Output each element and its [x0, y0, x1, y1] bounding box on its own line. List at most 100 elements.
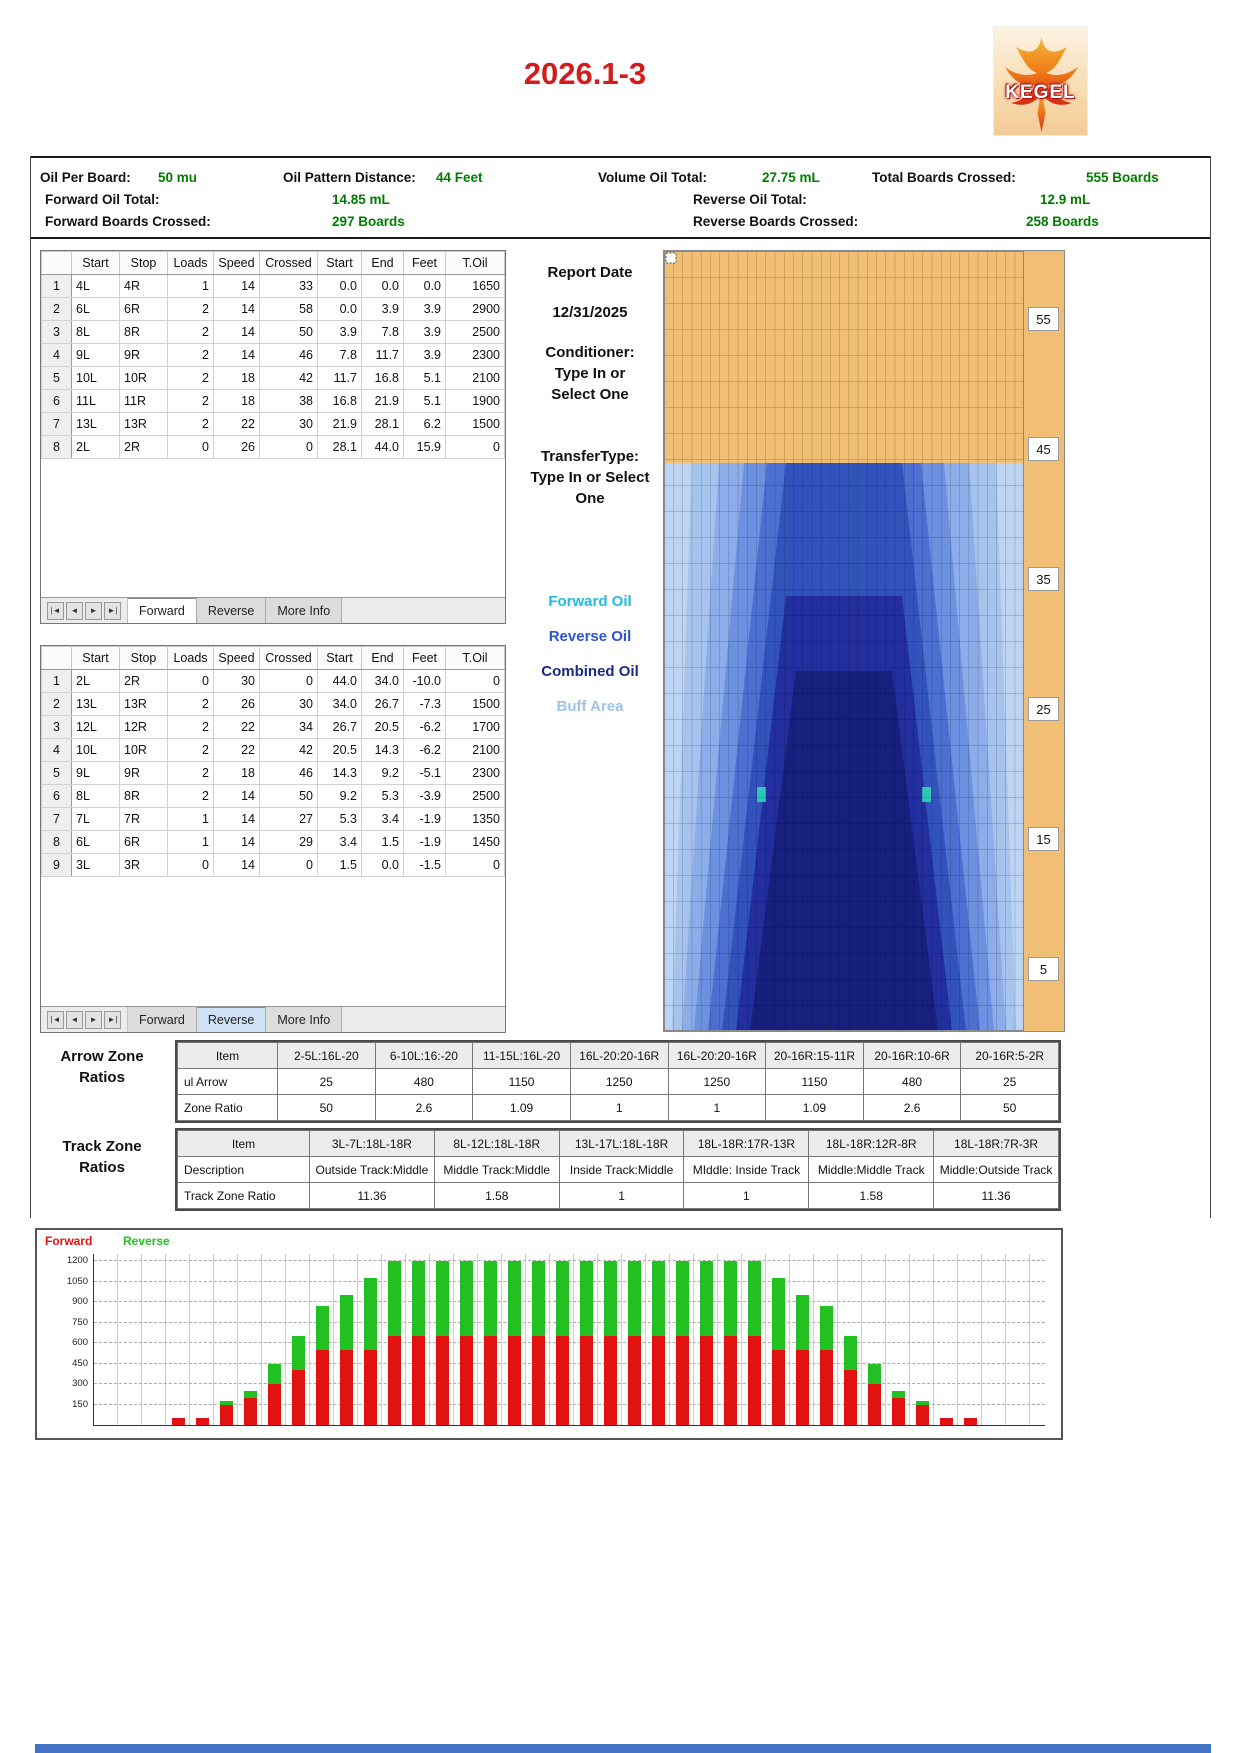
- forward-boards-crossed-label: Forward Boards Crossed:: [45, 214, 211, 229]
- cell: 8R: [119, 784, 168, 808]
- summary-rule: [30, 237, 1211, 239]
- y-axis-label: 750: [72, 1316, 88, 1328]
- cell: 1650: [445, 274, 505, 298]
- column-header: Crossed: [259, 251, 318, 275]
- cell: 2.6: [862, 1094, 962, 1121]
- tab-forward[interactable]: Forward: [128, 1007, 197, 1032]
- reverse-grid: Start Stop Loads Speed Crossed Start End Feet T.…: [41, 646, 505, 1006]
- lane-pattern-panel: 55 45 35 25 15 5: [663, 250, 1065, 1032]
- track-zone-table: Item 3L-7L:18L-18R 8L-12L:18L-18R 13L-17L:1…: [175, 1128, 1061, 1211]
- conditioner-label: Conditioner:: [545, 344, 635, 361]
- lane-pattern-graphic: [664, 251, 1024, 1031]
- forward-segment: [483, 1336, 497, 1425]
- forward-segment: [843, 1370, 857, 1425]
- nav-first-button[interactable]: |◄: [47, 1010, 64, 1029]
- left-border-line: [30, 156, 31, 1218]
- forward-segment: [171, 1418, 185, 1425]
- cell: 7.8: [317, 343, 362, 367]
- cell: 13L: [71, 692, 120, 716]
- legend-combined-oil: Combined Oil: [541, 663, 639, 680]
- column-header: 20-16R:5-2R: [960, 1042, 1059, 1069]
- header-row: Start Stop Loads Speed Crossed Start End Feet T.…: [41, 646, 505, 670]
- cell: 3.9: [361, 297, 404, 321]
- legend-reverse-oil: Reverse Oil: [548, 628, 632, 645]
- nav-prev-button[interactable]: ◄: [66, 1010, 83, 1029]
- cell: 18: [213, 389, 260, 413]
- tab-reverse[interactable]: Reverse: [196, 1007, 267, 1032]
- cell: 50: [277, 1094, 376, 1121]
- reverse-oil-table: Start Stop Loads Speed Crossed Start End Feet T.…: [40, 645, 506, 1033]
- arrow-zone-table: Item 2-5L:16L-20 6-10L:16:-20 11-15L:16L-20…: [175, 1040, 1061, 1123]
- stacked-bar: [939, 1418, 953, 1425]
- tab-more-info[interactable]: More Info: [266, 1007, 343, 1032]
- forward-oil-total-label: Forward Oil Total:: [45, 192, 160, 207]
- cell: 14.3: [361, 738, 404, 762]
- stacked-bar: [699, 1261, 713, 1425]
- cell: 1: [683, 1182, 810, 1209]
- bar-series: [94, 1254, 1030, 1425]
- table-row: Zone Ratio 50 2.6 1.09 1 1 1.09 2.6 50: [177, 1094, 1059, 1121]
- nav-last-button[interactable]: ►|: [104, 1010, 121, 1029]
- distance-marker: 15: [1028, 827, 1059, 851]
- reverse-segment: [315, 1305, 329, 1350]
- table-row: 1 2L 2R 0 30 0 44.0 34.0 -10.0 0: [41, 669, 505, 693]
- record-nav: |◄ ◄ ► ►|: [41, 598, 128, 623]
- gridline: [94, 1280, 1045, 1282]
- tab-more-info[interactable]: More Info: [266, 598, 343, 623]
- cell: 14: [213, 297, 260, 321]
- board-slot: [118, 1254, 142, 1425]
- board-slot: [94, 1254, 118, 1425]
- cell: 1500: [445, 692, 505, 716]
- column-header: 20-16R:10-6R: [862, 1042, 962, 1069]
- reverse-segment: [651, 1261, 665, 1337]
- cell: 42: [259, 366, 318, 390]
- reverse-segment: [555, 1261, 569, 1337]
- cell: 1.58: [433, 1182, 560, 1209]
- stacked-bar: [267, 1363, 281, 1425]
- cell: 0: [167, 435, 214, 459]
- tab-forward[interactable]: Forward: [128, 598, 197, 623]
- tab-reverse[interactable]: Reverse: [196, 598, 267, 623]
- nav-next-button[interactable]: ►: [85, 1010, 102, 1029]
- table-row: 4 10L 10R 2 22 42 20.5 14.3 -6.2 2100: [41, 738, 505, 762]
- table-row: 9 3L 3R 0 14 0 1.5 0.0 -1.5 0: [41, 853, 505, 877]
- column-header: T.Oil: [445, 251, 505, 275]
- cell: 4: [41, 738, 72, 762]
- cell: 7R: [119, 807, 168, 831]
- table-row: 3 8L 8R 2 14 50 3.9 7.8 3.9 2500: [41, 320, 505, 344]
- conditioner-select[interactable]: Type In or Select One: [551, 365, 629, 403]
- nav-prev-button[interactable]: ◄: [66, 601, 83, 620]
- cell: 1450: [445, 830, 505, 854]
- cell: 2: [167, 715, 214, 739]
- cell: 2100: [445, 366, 505, 390]
- table-row: 2 6L 6R 2 14 58 0.0 3.9 3.9 2900: [41, 297, 505, 321]
- cell: 1: [167, 830, 214, 854]
- transfer-type-select[interactable]: Type In or Select One: [530, 469, 650, 507]
- column-header: Item: [177, 1130, 310, 1157]
- forward-segment: [795, 1349, 809, 1425]
- cell: 6.2: [403, 412, 446, 436]
- gridline: [94, 1342, 1045, 1344]
- column-header: Start: [71, 646, 120, 670]
- forward-segment: [771, 1349, 785, 1425]
- reverse-segment: [603, 1261, 617, 1337]
- stacked-bar: [315, 1305, 329, 1425]
- forward-segment: [291, 1370, 305, 1425]
- cell: 10R: [119, 366, 168, 390]
- stacked-bar: [963, 1418, 977, 1425]
- cell: 3.9: [317, 320, 362, 344]
- cell: 5: [41, 761, 72, 785]
- reverse-segment: [267, 1363, 281, 1385]
- cell: 0: [445, 853, 505, 877]
- stacked-bar: [795, 1295, 809, 1425]
- nav-first-button[interactable]: |◄: [47, 601, 64, 620]
- nav-next-button[interactable]: ►: [85, 601, 102, 620]
- cell: 22: [213, 412, 260, 436]
- reverse-segment: [699, 1261, 713, 1337]
- cell: 9.2: [361, 761, 404, 785]
- cell: 22: [213, 738, 260, 762]
- board-slot: [550, 1254, 574, 1425]
- nav-last-button[interactable]: ►|: [104, 601, 121, 620]
- board-slot: [982, 1254, 1006, 1425]
- stacked-bar: [723, 1261, 737, 1425]
